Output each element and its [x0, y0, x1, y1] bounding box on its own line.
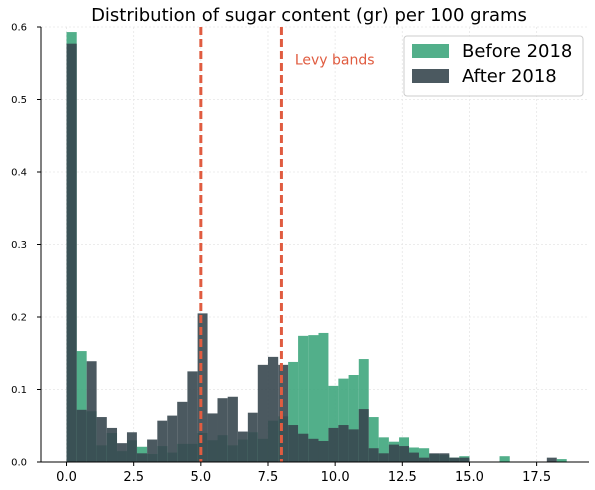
y-tick-label-5: 0.5: [11, 95, 27, 106]
y-tick-label-6: 0.6: [11, 23, 27, 34]
bar-series-1-bin-13: [198, 313, 208, 462]
bar-series-1-bin-32: [389, 445, 399, 462]
bar-series-1-bin-9: [157, 421, 167, 462]
y-tick-label-4: 0.4: [11, 168, 27, 179]
chart-title: Distribution of sugar content (gr) per 1…: [91, 5, 527, 26]
legend-swatch-0: [412, 44, 449, 58]
x-tick-label-3: 7.5: [258, 470, 279, 485]
x-tick-label-7: 17.5: [522, 470, 551, 485]
y-axis-ticks: 0.0 0.1 0.2 0.3 0.4 0.5 0.6: [11, 23, 41, 469]
bar-series-1-bin-37: [439, 453, 449, 462]
bar-series-1-bin-31: [379, 453, 389, 462]
y-tick-label-1: 0.1: [11, 385, 27, 396]
bar-series-1-bin-35: [419, 458, 429, 462]
bar-series-1-bin-11: [177, 402, 187, 462]
bar-series-1-bin-19: [258, 365, 268, 462]
bar-series-1-bin-10: [167, 416, 177, 462]
bar-series-1-bin-4: [107, 428, 117, 462]
bar-series-1-bin-7: [137, 453, 147, 462]
bar-series-1-bin-34: [409, 453, 419, 462]
legend-label-1: After 2018: [462, 66, 557, 87]
legend-label-0: Before 2018: [462, 41, 572, 62]
y-tick-label-0: 0.0: [11, 458, 27, 469]
bar-series-1-bin-26: [328, 428, 338, 462]
bar-series-1-bin-30: [369, 448, 379, 462]
bar-series-1-bin-21: [278, 365, 288, 462]
bar-series-1-bin-2: [87, 361, 97, 462]
levy-bands-annotation: Levy bands: [295, 53, 375, 69]
bar-series-1-bin-17: [238, 432, 248, 462]
x-tick-label-6: 15.0: [455, 470, 484, 485]
bar-series-1-bin-27: [338, 425, 348, 462]
bar-series-1-bin-38: [449, 458, 459, 462]
bar-series-1-bin-14: [208, 413, 218, 462]
bar-series-1-bin-23: [298, 434, 308, 462]
bar-series-1-bin-8: [147, 440, 157, 462]
chart-legend: Before 2018 After 2018: [404, 36, 583, 96]
bar-series-1-bin-6: [127, 432, 137, 462]
bar-series-1-bin-0: [67, 44, 77, 462]
histogram-bars: [67, 32, 567, 462]
bar-series-1-bin-20: [268, 357, 278, 462]
bar-series-1-bin-39: [459, 458, 469, 462]
bar-series-1-bin-18: [248, 413, 258, 462]
x-tick-label-0: 0.0: [56, 470, 77, 485]
bar-series-1-bin-15: [217, 398, 227, 462]
bar-series-1-bin-24: [308, 439, 318, 462]
bar-series-1-bin-29: [359, 409, 369, 462]
bar-series-1-bin-22: [288, 425, 298, 462]
x-tick-label-1: 2.5: [123, 470, 144, 485]
bar-series-1-bin-36: [429, 453, 439, 462]
bar-series-1-bin-5: [117, 443, 127, 462]
bar-series-1-bin-40: [547, 458, 557, 462]
bar-series-1-bin-12: [187, 371, 197, 462]
x-tick-label-2: 5.0: [190, 470, 211, 485]
bar-series-1-bin-1: [77, 410, 87, 462]
y-tick-label-2: 0.2: [11, 313, 27, 324]
legend-swatch-1: [412, 69, 449, 83]
bar-series-1-bin-25: [318, 441, 328, 462]
bar-series-1-bin-3: [97, 417, 107, 462]
bar-series-1-bin-16: [228, 397, 238, 462]
y-tick-label-3: 0.3: [11, 240, 27, 251]
x-axis-ticks: 0.0 2.5 5.0 7.5 10.0 12.5 15.0 17.5: [56, 462, 551, 485]
bar-series-1-bin-28: [349, 429, 359, 462]
bar-series-0-bin-40: [500, 456, 510, 462]
bar-series-1-bin-33: [399, 446, 409, 462]
x-tick-label-4: 10.0: [321, 470, 350, 485]
series-0: [67, 32, 567, 462]
x-tick-label-5: 12.5: [388, 470, 417, 485]
